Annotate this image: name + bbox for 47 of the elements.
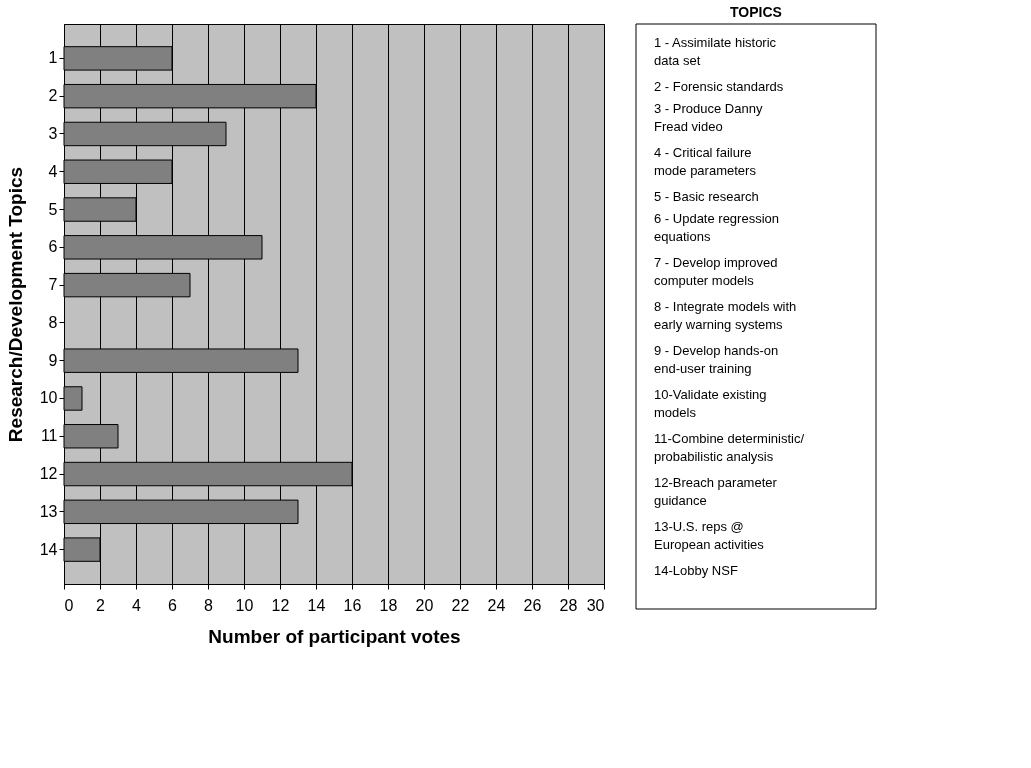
- text: 12-Breach parameter guidance: [654, 475, 778, 509]
- y-tick-label: 8: [48, 313, 58, 331]
- text: TOPICS: [730, 3, 782, 20]
- x-tick-label: 30: [586, 596, 605, 614]
- text: 14-Lobby NSF: [654, 563, 738, 579]
- text: 10-Validate existing models: [654, 387, 767, 421]
- text: 7 - Develop improved computer models: [654, 255, 778, 289]
- y-tick-label: 4: [48, 162, 58, 180]
- x-tick-label: 8: [204, 596, 214, 614]
- text: 2 - Forensic standards: [654, 79, 784, 95]
- text: 1 - Assimilate historic data set: [654, 35, 777, 69]
- x-tick-label: 20: [415, 596, 434, 614]
- y-tick-label: 10: [39, 389, 58, 407]
- y-tick-label: 13: [39, 502, 58, 520]
- text: 4 - Critical failure mode parameters: [654, 145, 757, 179]
- y-tick-label: 5: [48, 200, 58, 218]
- x-tick-label: 2: [96, 596, 106, 614]
- y-tick-label: 12: [39, 465, 58, 483]
- y-tick-label: 2: [48, 87, 58, 105]
- y-axis-title: Research/Development Topics: [4, 166, 26, 443]
- y-tick-label: 6: [48, 238, 58, 256]
- y-tick-label: 1: [48, 49, 58, 67]
- x-tick-label: 4: [132, 596, 142, 614]
- y-tick-label: 9: [48, 351, 58, 369]
- text: 5 - Basic research: [654, 189, 759, 205]
- y-tick-label: 11: [40, 427, 58, 445]
- x-tick-label: 10: [235, 596, 254, 614]
- text: 13-U.S. reps @ European activities: [654, 519, 765, 553]
- x-tick-label: 26: [523, 596, 542, 614]
- x-tick-label: 6: [168, 596, 178, 614]
- x-tick-label: 18: [379, 596, 398, 614]
- text: 11-Combine deterministic/ probabilistic analysis: [654, 431, 805, 465]
- y-tick-label: 3: [48, 124, 58, 142]
- text: 8 - Integrate models with early warning systems: [654, 299, 797, 333]
- x-axis-title: Number of participant votes: [208, 625, 461, 647]
- x-tick-label: 0: [64, 596, 74, 614]
- y-tick-label: 7: [48, 276, 58, 294]
- text: 3 - Produce Danny Fread video: [654, 101, 763, 135]
- x-tick-label: 22: [451, 596, 470, 614]
- y-tick-label: 14: [39, 540, 58, 558]
- x-tick-label: 12: [271, 596, 290, 614]
- x-tick-label: 28: [559, 596, 578, 614]
- text: 6 - Update regression equations: [654, 211, 780, 245]
- x-tick-label: 24: [487, 596, 506, 614]
- x-tick-label: 16: [343, 596, 362, 614]
- x-tick-label: 14: [307, 596, 326, 614]
- text: 9 - Develop hands-on end-user training: [654, 343, 779, 377]
